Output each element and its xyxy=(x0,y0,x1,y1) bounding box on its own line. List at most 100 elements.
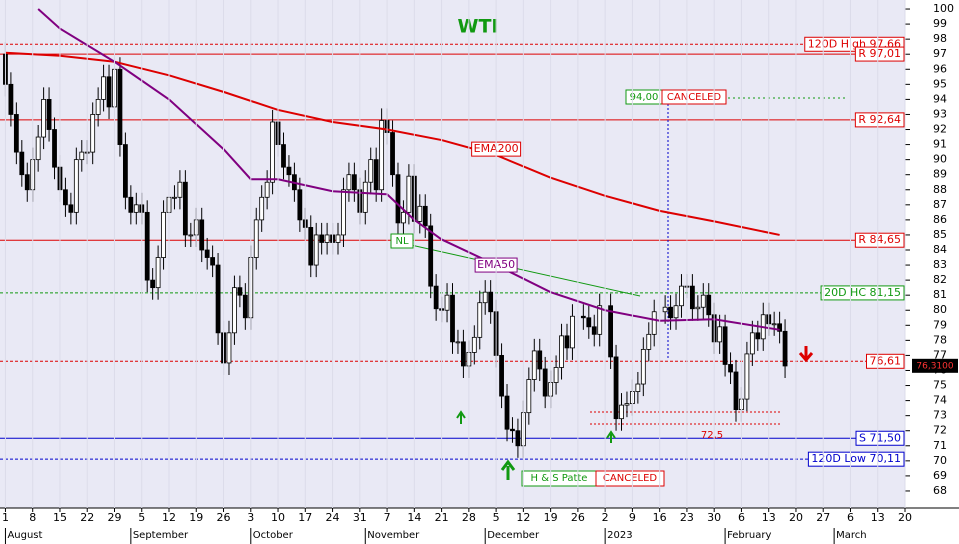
y-tick-label: 80 xyxy=(933,303,947,316)
candle-body xyxy=(771,323,777,326)
candle-body xyxy=(526,379,532,414)
candle-body xyxy=(651,311,657,335)
x-tick-label: 26 xyxy=(571,511,585,524)
candle-body xyxy=(95,98,101,115)
last-price-label: 76,3100 xyxy=(916,361,953,371)
candle-body xyxy=(782,330,788,367)
candle-body xyxy=(35,136,41,161)
level-label: R 97,01 xyxy=(858,47,901,60)
candle-body xyxy=(68,204,74,213)
candle-body xyxy=(335,234,341,243)
candle-body xyxy=(286,166,292,176)
candle-body xyxy=(253,219,259,258)
candle-body xyxy=(477,302,483,338)
x-tick-label: 26 xyxy=(217,511,231,524)
candle-body xyxy=(722,326,728,365)
candle-body xyxy=(106,76,112,108)
candle-body xyxy=(63,189,68,206)
up-arrow xyxy=(456,410,466,424)
y-tick-label: 95 xyxy=(933,77,947,90)
candle-body xyxy=(591,326,597,335)
x-tick-label: 19 xyxy=(189,511,203,524)
candle-body xyxy=(662,306,668,313)
candle-body xyxy=(689,285,695,310)
candle-body xyxy=(537,350,543,370)
candle-body xyxy=(101,76,106,100)
candle-body xyxy=(161,211,166,258)
level-label-box xyxy=(820,285,905,301)
x-tick-label: 21 xyxy=(435,511,449,524)
level-label: R 84,65 xyxy=(858,233,901,246)
candle-body xyxy=(422,205,428,227)
candle-body xyxy=(499,355,504,397)
y-tick-label: 93 xyxy=(933,107,947,120)
y-tick-label: 96 xyxy=(933,62,947,75)
candle-body xyxy=(19,151,25,176)
x-tick-label: 5 xyxy=(138,511,145,524)
candle-body xyxy=(313,234,319,266)
y-tick-label: 88 xyxy=(933,183,947,196)
under-layer xyxy=(0,43,905,460)
candle-body xyxy=(646,333,652,350)
pattern-label: H & S Patte xyxy=(531,473,588,484)
candle-body xyxy=(210,257,216,266)
x-tick-label: 20 xyxy=(898,511,912,524)
x-tick-label: 23 xyxy=(680,511,694,524)
candle-body xyxy=(351,174,357,191)
y-tick-label: 87 xyxy=(933,198,947,211)
candle-body xyxy=(580,315,586,319)
x-tick-label: 8 xyxy=(29,511,36,524)
x-tick-label: 6 xyxy=(738,511,745,524)
candle-body xyxy=(373,159,379,191)
candle-body xyxy=(586,317,592,328)
candle-body xyxy=(182,181,188,236)
candle-body xyxy=(531,350,537,380)
target-status: CANCELED xyxy=(667,92,721,103)
x-tick-label: 12 xyxy=(162,511,176,524)
y-tick-label: 71 xyxy=(933,439,947,452)
pattern-status: CANCELED xyxy=(603,473,657,484)
candle-body xyxy=(155,257,161,289)
x-tick-label: 10 xyxy=(271,511,285,524)
x-tick-label: 5 xyxy=(493,511,500,524)
x-tick-label: 14 xyxy=(407,511,421,524)
candle-body xyxy=(728,364,733,373)
candle-body xyxy=(368,159,374,183)
y-tick-label: 98 xyxy=(933,32,947,45)
month-label: November xyxy=(367,530,420,541)
x-tick-label: 6 xyxy=(847,511,854,524)
candle-body xyxy=(319,234,325,243)
x-tick-label: 16 xyxy=(653,511,667,524)
candle-body xyxy=(150,279,156,289)
y-tick-label: 82 xyxy=(933,273,947,286)
y-tick-label: 89 xyxy=(933,168,947,181)
level-label: 20D HC 81,15 xyxy=(824,286,901,299)
x-tick-label: 9 xyxy=(629,511,636,524)
y-tick-label: 97 xyxy=(933,47,947,60)
candle-body xyxy=(122,144,128,198)
candle-body xyxy=(444,294,450,311)
candle-body xyxy=(172,196,177,199)
candle-body xyxy=(362,181,368,213)
chart-title: WTI xyxy=(458,16,499,38)
level-label-box xyxy=(866,353,905,369)
candle-body xyxy=(570,315,575,349)
candle-body xyxy=(717,326,723,343)
candle-body xyxy=(346,174,352,191)
candle-body xyxy=(199,219,205,251)
candle-body xyxy=(417,205,423,222)
candle-body xyxy=(564,335,570,349)
candle-body xyxy=(128,196,134,213)
candle-body xyxy=(504,395,510,430)
level-label-box xyxy=(854,232,905,248)
candle-body xyxy=(90,114,96,153)
candle-body xyxy=(488,291,494,313)
candle-body xyxy=(553,367,559,383)
candle-body xyxy=(341,189,346,236)
x-tick-label: 29 xyxy=(107,511,121,524)
candle-body xyxy=(428,225,434,287)
candle-body xyxy=(624,403,630,406)
candle-body xyxy=(270,121,275,183)
